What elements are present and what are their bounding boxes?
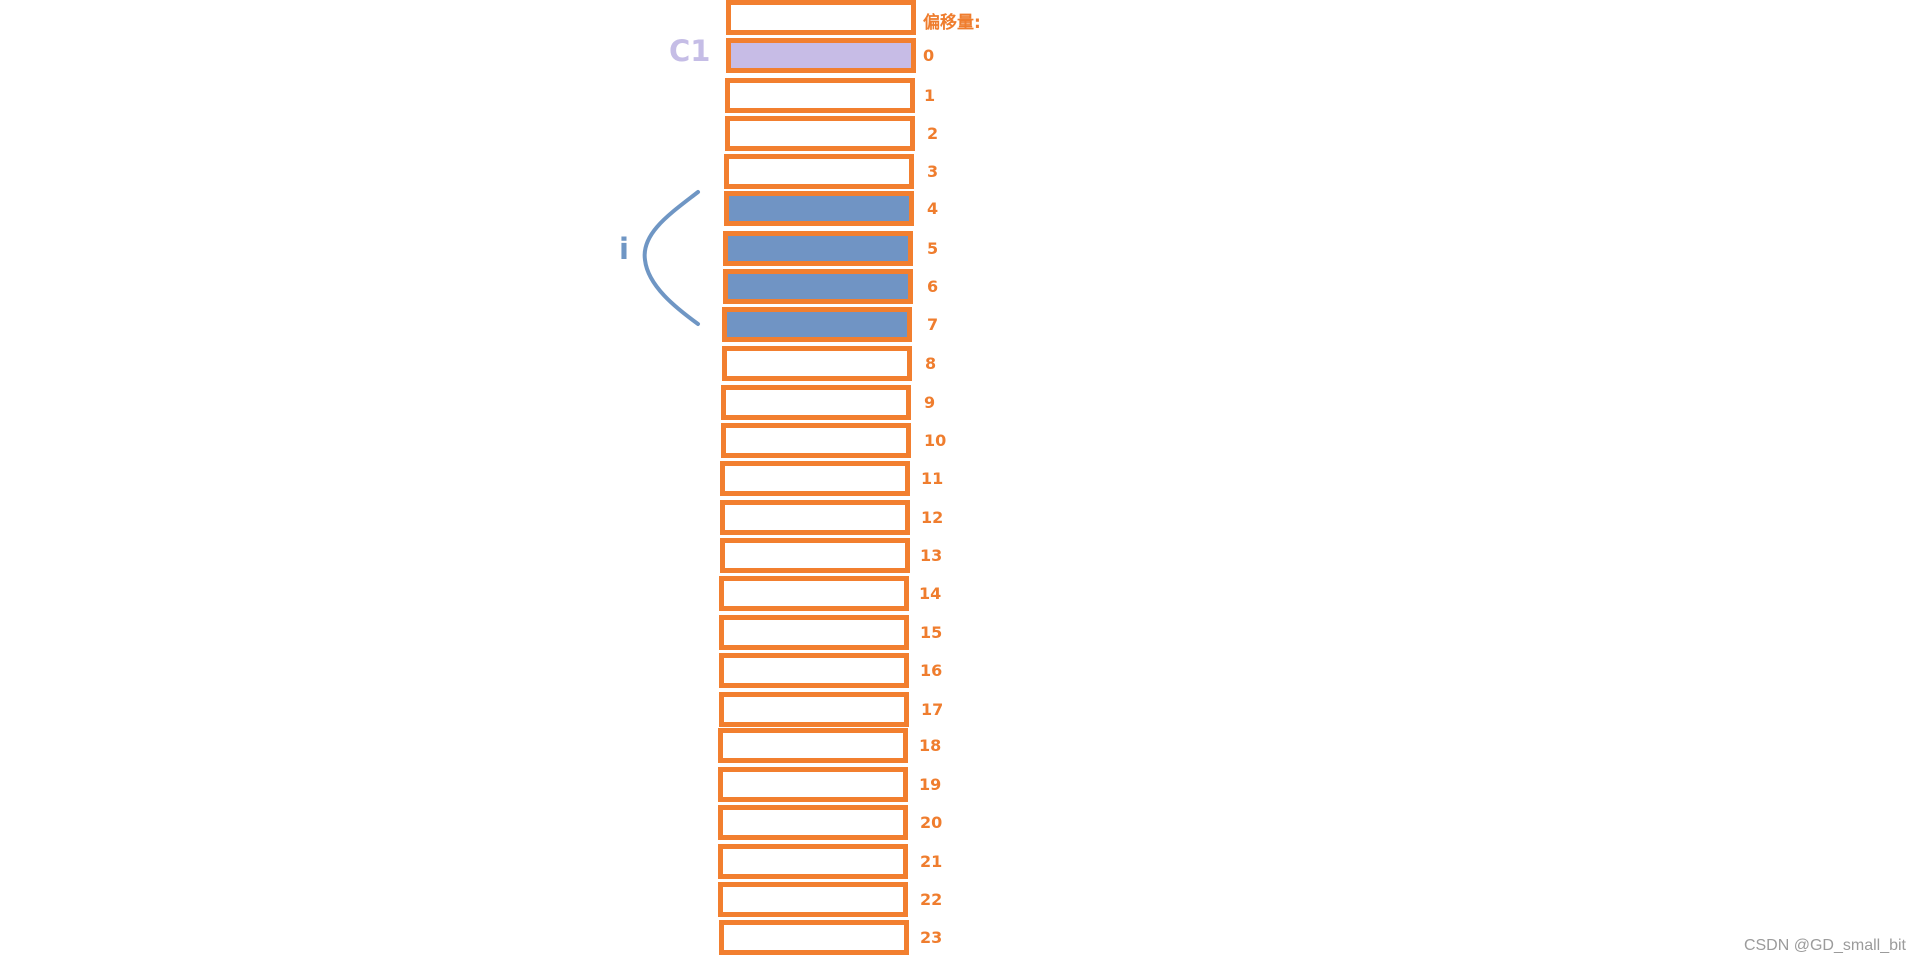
offset-label: 7 bbox=[927, 315, 939, 334]
memory-cell bbox=[724, 191, 914, 226]
offset-label: 3 bbox=[927, 162, 939, 181]
memory-cell bbox=[718, 844, 908, 879]
memory-cell bbox=[721, 385, 911, 420]
offset-label: 13 bbox=[920, 546, 943, 565]
offset-label: 14 bbox=[919, 584, 942, 603]
memory-cell bbox=[719, 692, 909, 727]
memory-cell bbox=[718, 767, 908, 802]
offset-label: 4 bbox=[927, 199, 939, 218]
offset-label: 11 bbox=[921, 469, 944, 488]
offset-label: 1 bbox=[924, 86, 936, 105]
offset-label: 18 bbox=[919, 736, 942, 755]
offset-label: 16 bbox=[920, 661, 943, 680]
memory-cell bbox=[720, 500, 910, 535]
memory-cell bbox=[725, 116, 915, 151]
memory-cell bbox=[723, 231, 913, 266]
offset-label: 15 bbox=[920, 623, 943, 642]
offset-label: 0 bbox=[923, 46, 935, 65]
i-label: i bbox=[619, 232, 629, 266]
memory-cell bbox=[725, 78, 915, 113]
offset-label: 20 bbox=[920, 813, 943, 832]
offset-label: 6 bbox=[927, 277, 939, 296]
memory-cell bbox=[719, 576, 909, 611]
memory-cell bbox=[723, 269, 913, 304]
memory-cell bbox=[719, 920, 909, 955]
memory-cell bbox=[724, 154, 914, 189]
memory-cell bbox=[721, 423, 911, 458]
c1-label: C1 bbox=[669, 34, 711, 68]
offset-label: 5 bbox=[927, 239, 939, 258]
memory-cell bbox=[726, 0, 916, 35]
memory-cell bbox=[719, 653, 909, 688]
memory-cell bbox=[718, 882, 908, 917]
offset-label: 21 bbox=[920, 852, 943, 871]
memory-cell bbox=[718, 805, 908, 840]
offset-label: 23 bbox=[920, 928, 943, 947]
brace-icon bbox=[642, 190, 700, 326]
offset-label: 2 bbox=[927, 124, 939, 143]
offset-label: 22 bbox=[920, 890, 943, 909]
offset-label: 10 bbox=[924, 431, 947, 450]
memory-cell bbox=[719, 615, 909, 650]
memory-cell bbox=[722, 307, 912, 342]
memory-cell bbox=[726, 38, 916, 73]
memory-cell bbox=[718, 728, 908, 763]
offset-label: 9 bbox=[924, 393, 936, 412]
offset-label: 8 bbox=[925, 354, 937, 373]
offset-label: 12 bbox=[921, 508, 944, 527]
watermark: CSDN @GD_small_bit bbox=[1743, 937, 1906, 954]
memory-cell bbox=[720, 461, 910, 496]
offset-label: 17 bbox=[921, 700, 944, 719]
offset-label: 19 bbox=[919, 775, 942, 794]
memory-cell bbox=[720, 538, 910, 573]
memory-cell bbox=[722, 346, 912, 381]
offset-header: 偏移量: bbox=[923, 13, 981, 33]
